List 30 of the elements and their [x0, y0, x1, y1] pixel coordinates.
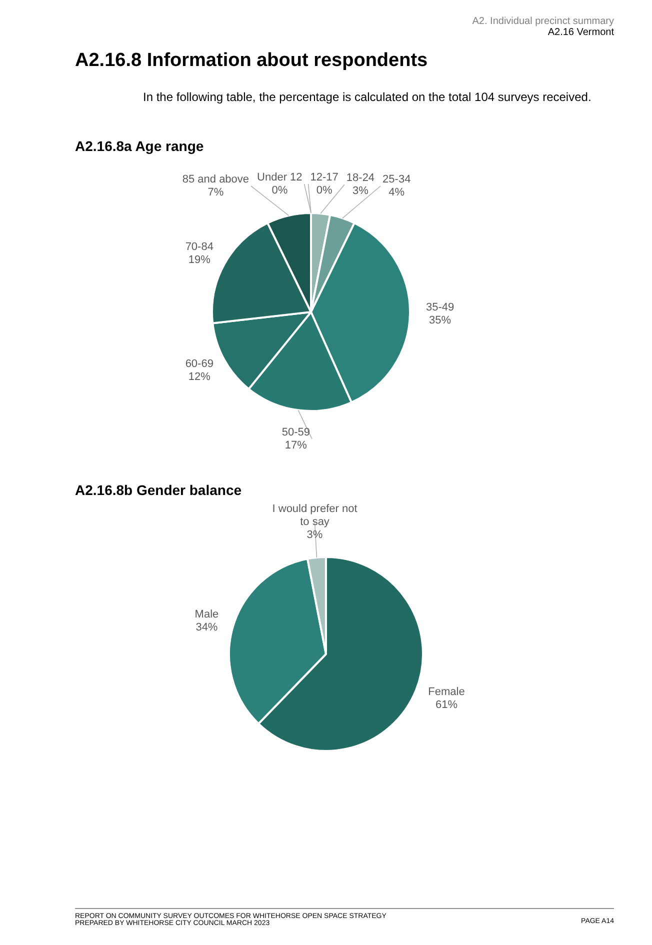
category-label: Under 12: [257, 172, 302, 184]
category-label: 12-17: [310, 172, 338, 184]
text: 0%: [316, 184, 332, 197]
text: A2. Individual precinct summary: [472, 16, 614, 27]
slice-label: 70-84: [185, 241, 214, 254]
data-label: 12%: [188, 370, 211, 383]
data-label: 17%: [284, 439, 308, 452]
slice-label: 60-69: [185, 358, 214, 370]
slice-label: 85 and above: [182, 174, 250, 186]
slice-label: I would prefer not to say: [272, 503, 358, 528]
data-label: 61%: [435, 698, 458, 711]
text: 0%: [272, 184, 288, 197]
text: A2.16 Vermont: [546, 27, 614, 38]
data-label: 19%: [188, 254, 211, 266]
data-label: 3%: [352, 185, 369, 198]
slice-label: 35-49: [426, 301, 454, 314]
slice-label: Male: [194, 608, 219, 620]
slice-label: 18-24: [346, 172, 375, 184]
text: A2.16.8 Information about respondents: [75, 50, 428, 72]
data-label: 7%: [208, 186, 224, 199]
data-label: 3%: [306, 529, 323, 542]
data-label: 4%: [388, 186, 405, 199]
data-label: 34%: [196, 621, 218, 634]
chart-title: A2.16.8a Age range: [75, 138, 205, 154]
data-label: 35%: [429, 314, 452, 326]
slice-label: Female: [428, 686, 465, 698]
slice-label: 25-34: [382, 174, 411, 186]
slice-label: 50-59: [282, 426, 310, 438]
chart-title: A2.16.8b Gender balance: [75, 482, 243, 498]
text: In the following table, the percentage is calculated on the total 104 surveys received.: [143, 90, 592, 104]
